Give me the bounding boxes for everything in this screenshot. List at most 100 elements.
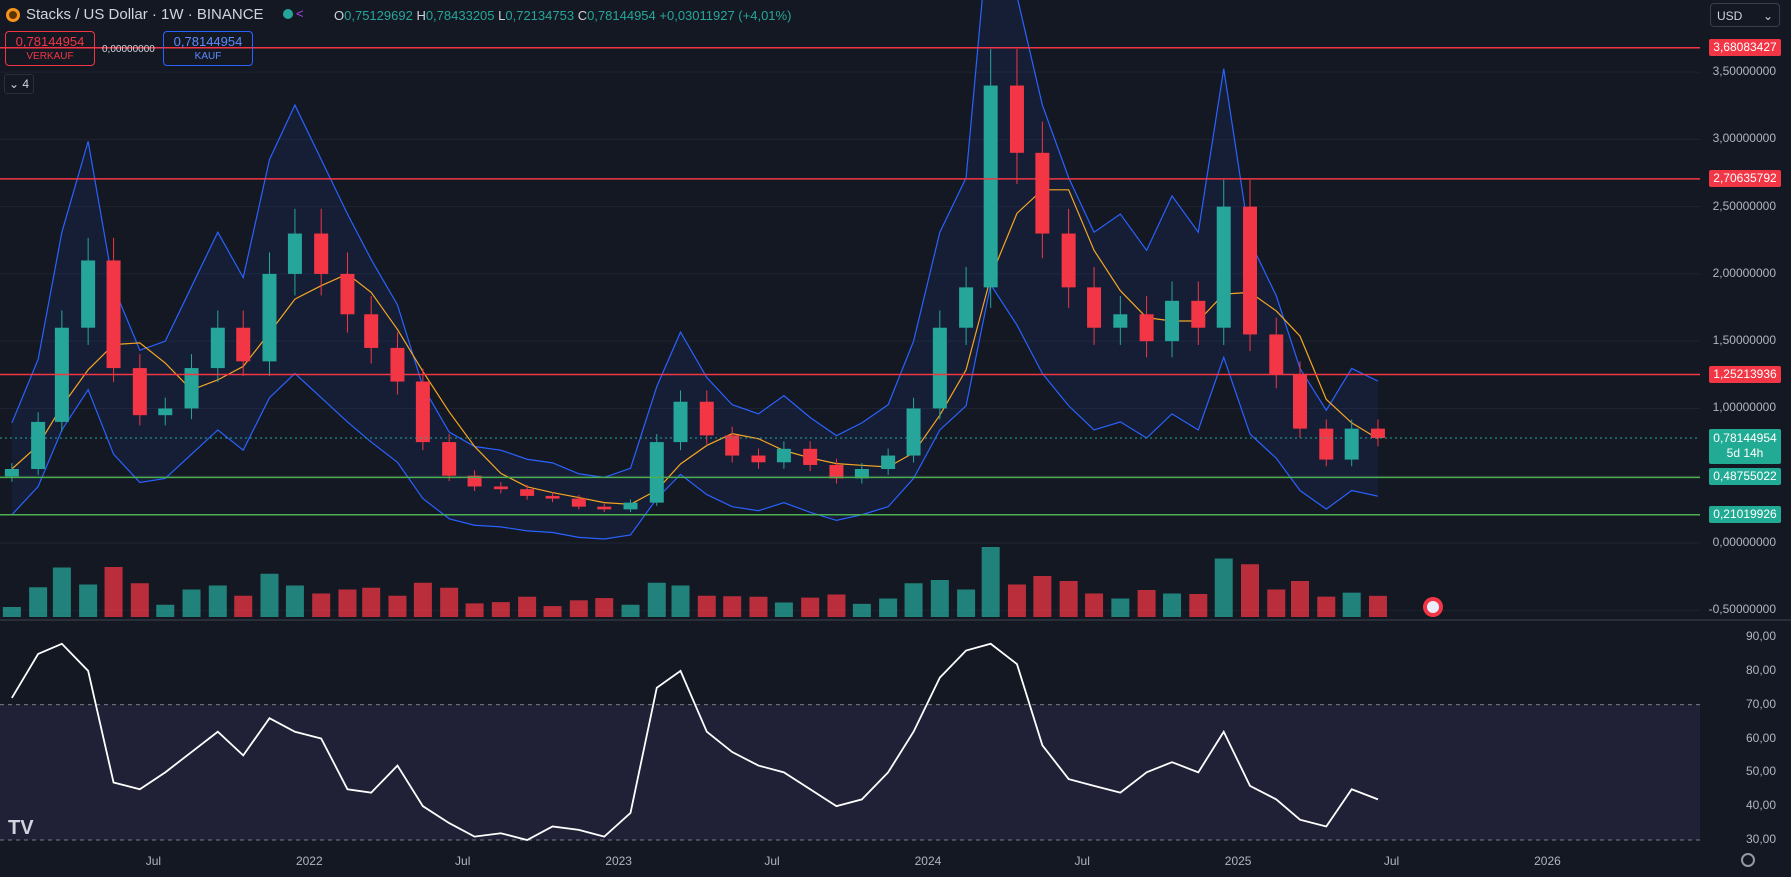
candle-body (649, 442, 664, 503)
resistance-level-tag: 2,70635792 (1709, 169, 1781, 187)
bollinger-upper (11, 0, 1379, 479)
market-open-icon (283, 8, 293, 19)
volume-bar (1085, 593, 1104, 617)
volume-bar (1368, 595, 1387, 617)
gear-icon[interactable] (1741, 853, 1755, 867)
candle-body (31, 421, 46, 469)
volume-bar (957, 589, 976, 617)
buy-label: KAUF (194, 51, 222, 62)
rsi-tick-label: 60,00 (1745, 730, 1776, 745)
volume-bar (518, 596, 537, 617)
sell-button[interactable]: 0,78144954 VERKAUF (5, 31, 95, 66)
candle-body (1370, 428, 1385, 439)
volume-bar (930, 580, 949, 617)
volume-bar (1163, 593, 1182, 617)
volume-bar (465, 603, 484, 617)
volume-bar (208, 585, 227, 617)
indicators-collapse-button[interactable]: ⌄ 4 (4, 74, 34, 94)
candle-body (725, 435, 740, 456)
symbol-title: Stacks / US Dollar · 1W · BINANCE (26, 6, 264, 23)
close-value: 0,78144954 (587, 8, 656, 23)
symbol-header[interactable]: Stacks / US Dollar · 1W · BINANCE (6, 6, 264, 23)
candle-body (493, 486, 508, 490)
time-tick-label: Jul (145, 854, 162, 868)
volume-bar (1267, 589, 1286, 617)
volume-bar (413, 582, 432, 617)
volume-bar (852, 603, 871, 617)
price-tick-label: 3,50000000 (1712, 64, 1776, 79)
candle-body (881, 455, 896, 469)
sell-label: VERKAUF (26, 51, 74, 62)
volume-bar (156, 604, 175, 617)
open-value: 0,75129692 (344, 8, 413, 23)
rsi-tick-label: 50,00 (1745, 764, 1776, 779)
time-tick-label: 2023 (605, 854, 632, 868)
rsi-tick-label: 80,00 (1745, 662, 1776, 677)
volume-bar (182, 589, 201, 617)
volume-bar (29, 587, 48, 617)
volume-bar (723, 596, 742, 617)
rsi-tick-label: 30,00 (1745, 832, 1776, 846)
volume-bar (260, 573, 279, 617)
indicator-status-icons[interactable]: < (283, 6, 304, 21)
candle-body (364, 314, 379, 348)
candle-body (1269, 334, 1284, 375)
time-tick-label: 2026 (1534, 854, 1561, 868)
candle-body (1035, 152, 1050, 234)
candle-body (106, 260, 121, 369)
volume-bar (1214, 558, 1233, 617)
rsi-tick-label: 90,00 (1745, 629, 1776, 643)
candle-body (467, 475, 482, 487)
candle-body (340, 273, 355, 315)
candle-body (906, 408, 921, 456)
candle-body (932, 327, 947, 409)
ohlc-readout: O0,75129692 H0,78433205 L0,72134753 C0,7… (334, 8, 792, 23)
volume-bar (621, 604, 640, 617)
candle-body (1113, 314, 1128, 328)
volume-bar (79, 584, 98, 617)
price-tick-label: 0,00000000 (1712, 535, 1776, 549)
currency-select[interactable]: USD ⌄ (1710, 3, 1780, 27)
time-tick-label: 2024 (914, 854, 942, 868)
share-icon[interactable]: < (296, 6, 304, 21)
high-value: 0,78433205 (425, 8, 495, 23)
candle-body (262, 273, 277, 362)
candle-body (751, 455, 766, 463)
volume-bar (543, 606, 562, 617)
support-level-tag: 0,21019926 (1709, 505, 1781, 523)
us-flag-icon[interactable] (1423, 597, 1443, 617)
candle-body (1009, 85, 1024, 153)
candle-body (1139, 314, 1154, 342)
change-value: +0,03011927 (+4,01%) (659, 8, 792, 23)
volume-bar (1241, 564, 1259, 617)
volume-bar (827, 594, 846, 617)
volume-bar (749, 596, 768, 617)
price-tick-label: 3,00000000 (1712, 131, 1776, 146)
volume-bar (647, 582, 666, 617)
candle-body (1319, 428, 1334, 460)
time-tick-label: 2025 (1224, 854, 1252, 868)
support-level-tag: 0,48755022 (1709, 468, 1781, 486)
volume-bar (1059, 581, 1078, 617)
volume-bar (440, 587, 459, 617)
volume-bar (388, 595, 407, 617)
volume-bar (1342, 592, 1361, 617)
price-tick-label: 1,50000000 (1712, 333, 1776, 348)
rsi-line (11, 642, 1379, 841)
price-tick-label: 1,00000000 (1712, 400, 1776, 415)
volume-bar (1111, 598, 1130, 617)
bollinger-lower (11, 283, 1379, 540)
volume-bar (1189, 594, 1208, 617)
volume-bar (774, 602, 793, 617)
volume-bar (595, 598, 614, 617)
volume-bar (981, 547, 1000, 617)
candle-body (1216, 206, 1231, 328)
time-tick-label: Jul (455, 854, 471, 868)
volume-bar (879, 598, 898, 617)
candle-body (415, 381, 430, 443)
candle-body (236, 327, 251, 362)
buy-button[interactable]: 0,78144954 KAUF (163, 31, 253, 66)
tradingview-logo[interactable]: TV (8, 817, 34, 839)
candle-body (314, 233, 329, 274)
